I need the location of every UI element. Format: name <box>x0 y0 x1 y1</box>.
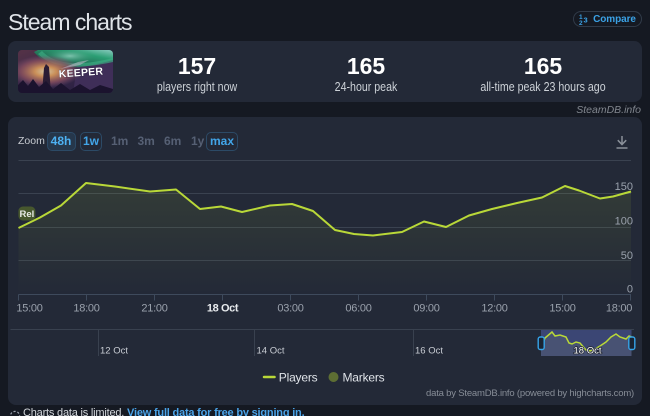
svg-text:03:00: 03:00 <box>277 303 303 315</box>
svg-text:100: 100 <box>615 216 633 228</box>
svg-text:data by SteamDB.info (powered: data by SteamDB.info (powered by highcha… <box>426 388 634 399</box>
svg-text:Players: Players <box>279 370 318 384</box>
svg-text:09:00: 09:00 <box>413 303 439 315</box>
svg-text:150: 150 <box>615 181 633 193</box>
svg-text:18:00: 18:00 <box>606 303 632 315</box>
svg-text:KEEPER: KEEPER <box>58 65 103 80</box>
svg-text:18 Oct: 18 Oct <box>574 346 602 357</box>
svg-text:14 Oct: 14 Oct <box>257 346 285 357</box>
svg-text:16 Oct: 16 Oct <box>415 346 443 357</box>
svg-text:Rel: Rel <box>20 209 35 220</box>
svg-text:15:00: 15:00 <box>16 303 42 315</box>
svg-text:15:00: 15:00 <box>549 303 575 315</box>
svg-text:0: 0 <box>627 284 633 296</box>
svg-text:12:00: 12:00 <box>481 303 507 315</box>
svg-text:06:00: 06:00 <box>345 303 371 315</box>
svg-text:12 Oct: 12 Oct <box>100 346 128 357</box>
svg-text:3: 3 <box>584 15 588 24</box>
svg-text:50: 50 <box>621 250 633 262</box>
svg-text:Markers: Markers <box>343 370 385 384</box>
svg-text:21:00: 21:00 <box>141 303 167 315</box>
svg-text:2: 2 <box>579 20 583 25</box>
svg-text:18 Oct: 18 Oct <box>207 303 239 315</box>
svg-text:18:00: 18:00 <box>73 303 99 315</box>
svg-text:1: 1 <box>579 14 583 21</box>
